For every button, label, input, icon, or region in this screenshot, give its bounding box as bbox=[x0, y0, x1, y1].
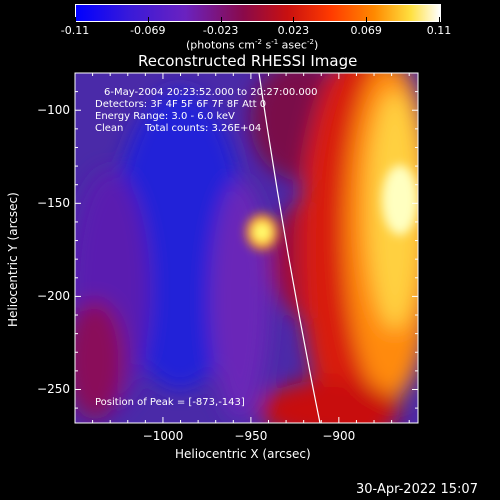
colorbar-tick bbox=[220, 17, 222, 22]
colorbar-tick bbox=[75, 17, 76, 22]
x-axis-label: Heliocentric X (arcsec) bbox=[175, 447, 311, 461]
energy-range-label: Energy Range: 3.0 - 6.0 keV bbox=[95, 111, 235, 122]
y-tick-label: −200 bbox=[37, 289, 70, 304]
time-range-label: 6-May-2004 20:23:52.000 to 20:27:00.000 bbox=[104, 87, 318, 98]
solar-limb-line bbox=[258, 72, 321, 424]
colorbar-tick bbox=[366, 17, 368, 22]
x-tick-label: −1000 bbox=[142, 429, 184, 443]
colorbar-tick-label: -0.023 bbox=[202, 24, 239, 37]
method-label: Clean bbox=[95, 123, 124, 134]
detectors-label: Detectors: 3F 4F 5F 6F 7F 8F Att 0 bbox=[95, 99, 267, 110]
y-tick-label: −250 bbox=[37, 382, 70, 397]
x-tick-label: −900 bbox=[322, 429, 356, 443]
chart-title: Reconstructed RHESSI Image bbox=[138, 52, 358, 70]
plot-frame bbox=[74, 72, 419, 424]
heatmap-image bbox=[75, 73, 418, 423]
colorbar-tick bbox=[147, 17, 149, 22]
x-tick-label: −950 bbox=[234, 429, 268, 443]
colorbar-tick-label: 0.069 bbox=[350, 24, 382, 37]
colorbar-units: (photons cm-2 s-1 asec-2) bbox=[186, 38, 319, 52]
colorbar-tick bbox=[439, 17, 440, 22]
y-tick-label: −100 bbox=[37, 103, 70, 118]
y-axis-label: Heliocentric Y (arcsec) bbox=[6, 192, 20, 327]
colorbar-tick-label: 0.023 bbox=[277, 24, 310, 37]
peak-position-label: Position of Peak = [-873,-143] bbox=[95, 397, 245, 408]
colorbar-tick-label: -0.11 bbox=[60, 24, 90, 37]
colorbar bbox=[75, 4, 441, 22]
axis-ticks bbox=[75, 72, 418, 423]
total-counts-label: Total counts: 3.26E+04 bbox=[145, 123, 262, 134]
colorbar-tick-label: -0.069 bbox=[130, 24, 166, 37]
colorbar-tick-label: 0.11 bbox=[426, 24, 452, 37]
colorbar-tick bbox=[293, 17, 295, 22]
timestamp: 30-Apr-2022 15:07 bbox=[356, 482, 478, 497]
y-tick-label: −150 bbox=[37, 196, 70, 211]
